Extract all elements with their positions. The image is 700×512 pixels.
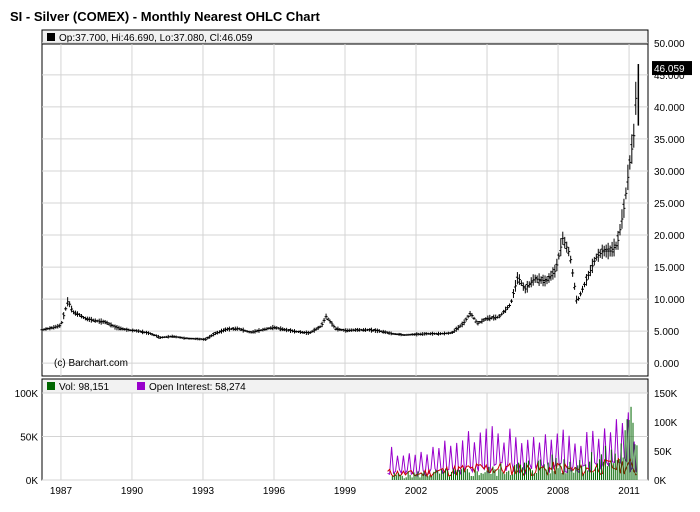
y-tick-label: 10.000 — [654, 295, 685, 306]
x-tick-label: 1987 — [50, 486, 73, 497]
oi-y-tick-label: 150K — [654, 389, 678, 400]
x-tick-label: 1990 — [121, 486, 144, 497]
y-tick-label: 0.000 — [654, 359, 679, 370]
x-tick-label: 1996 — [263, 486, 286, 497]
oi-line — [387, 412, 637, 477]
watermark: (c) Barchart.com — [54, 358, 128, 369]
oi-legend-text: Open Interest: 58,274 — [149, 382, 246, 393]
volume-legend-text: Vol: 98,151 — [59, 382, 109, 393]
price-panel: Op:37.700, Hi:46.690, Lo:37.080, Cl:46.0… — [40, 29, 692, 377]
last-price-badge — [652, 61, 692, 76]
x-tick-label: 2008 — [547, 486, 570, 497]
y-tick-label: 45.000 — [654, 71, 685, 82]
oi-secondary-line — [387, 458, 637, 478]
price-legend-swatch — [47, 33, 55, 41]
x-tick-label: 1999 — [334, 486, 357, 497]
x-tick-label: 1993 — [192, 486, 215, 497]
y-tick-label: 15.000 — [654, 263, 685, 274]
x-tick-label: 2011 — [618, 486, 640, 497]
chart-title: SI - Silver (COMEX) - Monthly Nearest OH… — [10, 9, 320, 24]
oi-y-tick-label: 100K — [654, 418, 678, 429]
y-tick-label: 40.000 — [654, 103, 685, 114]
oi-y-tick-label: 50K — [654, 447, 672, 458]
y-tick-label: 50.000 — [654, 39, 685, 50]
y-tick-label: 30.000 — [654, 167, 685, 178]
volume-legend-swatch — [47, 382, 55, 390]
volume-panel: Vol: 98,151 Open Interest: 58,274 0K 50K 100… — [15, 378, 678, 487]
volume-y-tick-label: 100K — [15, 389, 39, 400]
last-price-label: 46.059 — [654, 64, 685, 75]
oi-y-tick-label: 0K — [654, 476, 667, 487]
volume-y-tick-label: 0K — [26, 476, 39, 487]
x-axis: 1987 1990 1993 1996 1999 2002 2005 2008 2011 — [50, 486, 640, 497]
y-tick-label: 25.000 — [654, 199, 685, 210]
x-tick-label: 2005 — [476, 486, 499, 497]
x-tick-label: 2002 — [405, 486, 428, 497]
oi-legend-swatch — [137, 382, 145, 390]
price-legend-text: Op:37.700, Hi:46.690, Lo:37.080, Cl:46.0… — [59, 33, 253, 44]
y-tick-label: 35.000 — [654, 135, 685, 146]
volume-y-tick-label: 50K — [20, 433, 38, 444]
volume-legend-bar — [41, 378, 649, 394]
y-tick-label: 20.000 — [654, 231, 685, 242]
y-tick-label: 5.000 — [654, 327, 679, 338]
